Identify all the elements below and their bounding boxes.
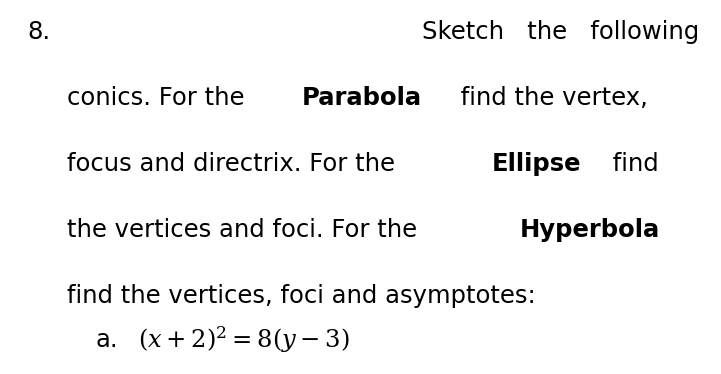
Text: $\mathit{(x+2)^{2}=8(y-3)}$: $\mathit{(x+2)^{2}=8(y-3)}$ <box>138 325 350 355</box>
Text: find the vertices, foci and asymptotes:: find the vertices, foci and asymptotes: <box>67 284 536 308</box>
Text: Ellipse: Ellipse <box>492 152 581 176</box>
Text: conics. For the: conics. For the <box>67 86 252 110</box>
Text: find the vertex,: find the vertex, <box>454 86 648 110</box>
Text: find: find <box>605 152 659 176</box>
Text: Hyperbola: Hyperbola <box>520 218 660 242</box>
Text: the vertices and foci. For the: the vertices and foci. For the <box>67 218 425 242</box>
Text: Sketch   the   following: Sketch the following <box>423 20 699 44</box>
Text: a.: a. <box>95 328 118 352</box>
Text: Parabola: Parabola <box>301 86 422 110</box>
Text: 8.: 8. <box>27 20 50 44</box>
Text: focus and directrix. For the: focus and directrix. For the <box>67 152 403 176</box>
